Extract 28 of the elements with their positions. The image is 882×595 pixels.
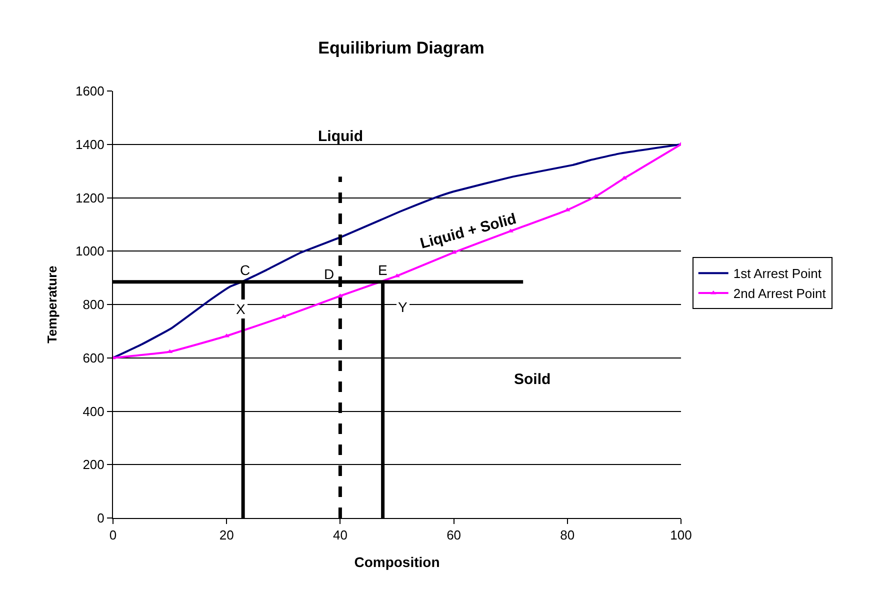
- x-tick-label: 60: [446, 528, 462, 543]
- annotation: Soild: [514, 371, 551, 388]
- annotation: Y: [398, 299, 408, 315]
- annotation: Liquid: [318, 128, 363, 145]
- y-tick-label: 600: [82, 350, 104, 366]
- x-axis-title: Composition: [354, 554, 440, 570]
- annotation: Liquid + Solid: [418, 210, 518, 252]
- x-tick-label: 40: [332, 528, 348, 543]
- y-tick-label: 0: [97, 510, 104, 526]
- y-tick-label: 1200: [75, 190, 104, 206]
- x-tick-label: 20: [219, 528, 234, 543]
- annotation: E: [378, 262, 388, 278]
- annotation: D: [324, 266, 334, 282]
- x-tick-label: 0: [109, 528, 117, 543]
- chart-title: Equilibrium Diagram: [318, 38, 484, 58]
- x-tick-label: 100: [670, 528, 692, 543]
- annotation: X: [236, 301, 246, 317]
- y-tick-label: 200: [82, 457, 104, 472]
- x-tick-label: 80: [560, 528, 575, 543]
- y-tick-label: 1600: [75, 84, 104, 99]
- annotation: C: [240, 262, 250, 278]
- y-tick-label: 800: [82, 297, 104, 312]
- y-axis-title: Temperature: [44, 266, 60, 344]
- legend-label: 2nd Arrest Point: [733, 286, 826, 302]
- legend-label: 1st Arrest Point: [733, 266, 822, 282]
- y-tick-label: 1000: [75, 244, 104, 259]
- y-tick-label: 1400: [75, 136, 104, 152]
- y-tick-label: 400: [82, 404, 104, 419]
